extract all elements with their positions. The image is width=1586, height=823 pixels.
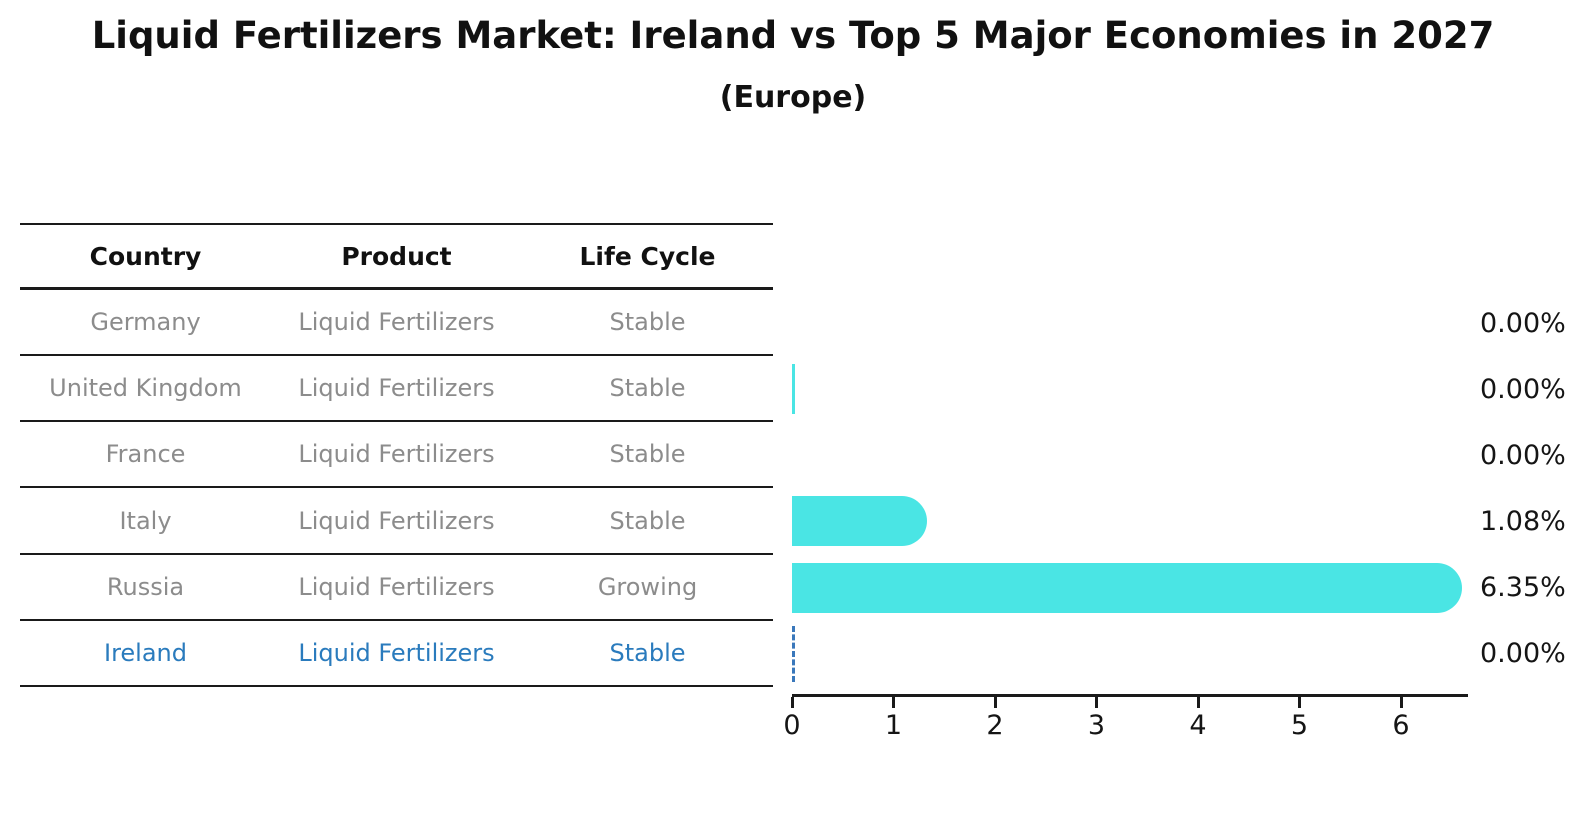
x-tick-label: 1	[884, 710, 903, 741]
product-cell: Liquid Fertilizers	[298, 506, 495, 535]
life-cycle-cell: Stable	[609, 308, 686, 337]
x-tick-label: 3	[1087, 710, 1106, 741]
product-cell: Liquid Fertilizers	[298, 638, 495, 667]
column-header-life-cycle: Life Cycle	[579, 241, 716, 271]
bar-value-label: 0.00%	[1480, 307, 1566, 339]
chart-row	[792, 290, 1468, 356]
country-cell: Germany	[90, 308, 201, 337]
zero-value-bar	[792, 364, 795, 415]
country-cell: France	[105, 440, 186, 469]
chart-row	[792, 356, 1468, 422]
x-tick-label: 0	[783, 710, 801, 741]
column-header-product: Product	[341, 241, 452, 271]
product-cell: Liquid Fertilizers	[298, 374, 495, 403]
table-row: Ireland Liquid Fertilizers Stable	[20, 621, 773, 687]
country-table: Country Product Life Cycle Germany Liquid…	[20, 223, 773, 687]
x-tick-label: 2	[986, 710, 1004, 741]
value-bar	[792, 496, 927, 547]
table-header-row: Country Product Life Cycle	[20, 225, 773, 290]
value-labels-column: 0.00% 0.00% 0.00% 1.08% 6.35% 0.00%	[1480, 290, 1586, 687]
life-cycle-cell: Stable	[609, 638, 686, 667]
table-row: United Kingdom Liquid Fertilizers Stable	[20, 356, 773, 423]
chart-row	[792, 621, 1468, 687]
x-axis-line	[792, 694, 1468, 697]
country-cell: Russia	[106, 572, 185, 601]
x-tick-mark	[993, 697, 997, 708]
chart-row	[792, 488, 1468, 554]
chart-title: Liquid Fertilizers Market: Ireland vs To…	[91, 14, 1495, 57]
highlight-zero-marker	[792, 625, 795, 682]
life-cycle-cell: Stable	[609, 374, 686, 403]
x-tick-label: 6	[1392, 710, 1410, 741]
x-tick-label: 5	[1290, 710, 1309, 741]
product-cell: Liquid Fertilizers	[298, 308, 495, 337]
product-cell: Liquid Fertilizers	[298, 440, 495, 469]
product-cell: Liquid Fertilizers	[298, 572, 495, 601]
life-cycle-cell: Stable	[609, 506, 686, 535]
bar-value-label: 1.08%	[1480, 506, 1566, 538]
bar-value-label: 0.00%	[1480, 638, 1566, 670]
x-tick-mark	[790, 697, 794, 708]
chart-subtitle: (Europe)	[719, 80, 867, 115]
chart-row	[792, 422, 1468, 488]
country-cell: Ireland	[103, 638, 187, 667]
chart-row	[792, 555, 1468, 621]
bar-value-label: 0.00%	[1480, 373, 1566, 405]
x-tick-mark	[1399, 697, 1403, 708]
country-cell: United Kingdom	[49, 374, 242, 403]
x-tick-mark	[1095, 697, 1098, 708]
x-tick-mark	[1298, 697, 1301, 708]
value-bar	[792, 562, 1462, 613]
country-cell: Italy	[119, 506, 172, 535]
bar-value-label: 6.35%	[1480, 572, 1566, 604]
table-row: Italy Liquid Fertilizers Stable	[20, 488, 773, 555]
table-row: Russia Liquid Fertilizers Growing	[20, 555, 773, 621]
bar-value-label: 0.00%	[1480, 439, 1566, 471]
x-tick-mark	[892, 697, 895, 708]
bar-chart-plot-area	[792, 290, 1468, 687]
x-tick-label: 4	[1189, 710, 1207, 741]
x-tick-mark	[1196, 697, 1200, 708]
life-cycle-cell: Stable	[609, 440, 686, 469]
table-row: France Liquid Fertilizers Stable	[20, 422, 773, 489]
table-row: Germany Liquid Fertilizers Stable	[20, 290, 773, 357]
life-cycle-cell: Growing	[597, 572, 698, 601]
column-header-country: Country	[89, 241, 202, 271]
table-body: Germany Liquid Fertilizers Stable United Ki…	[20, 290, 773, 687]
